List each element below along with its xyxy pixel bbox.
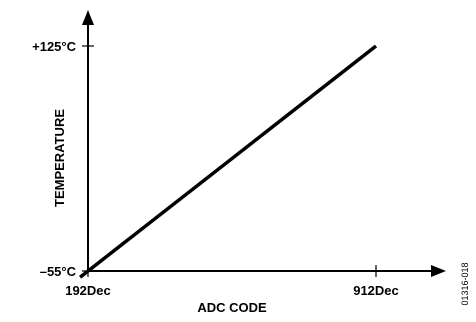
x-axis-title: ADC CODE [197, 300, 267, 315]
y-axis-arrow-icon [82, 10, 94, 25]
y-tick-label-bottom: –55°C [40, 264, 77, 279]
figure-id: 01316-018 [460, 262, 470, 305]
y-axis-title: TEMPERATURE [52, 109, 67, 207]
x-axis-arrow-icon [431, 265, 446, 277]
y-tick-label-top: +125°C [32, 39, 76, 54]
x-tick-label-left: 192Dec [65, 283, 111, 298]
series-line [79, 44, 378, 279]
x-tick-label-right: 912Dec [353, 283, 399, 298]
